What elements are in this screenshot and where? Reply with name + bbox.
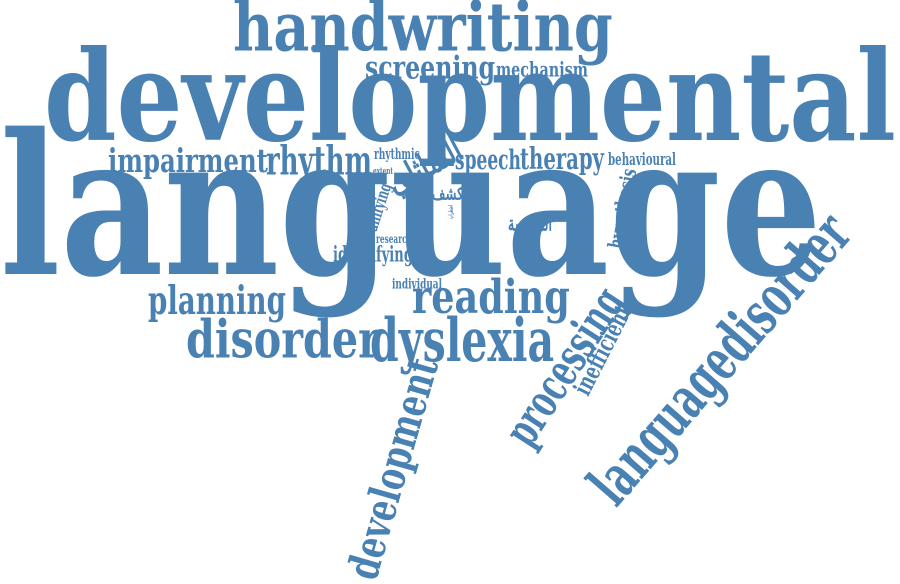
- word-arabic-detection: الكشف: [432, 184, 472, 206]
- word-research: research: [376, 231, 412, 247]
- word-handwriting: handwriting: [233, 0, 613, 68]
- word-reading: reading: [412, 269, 570, 325]
- word-extent: extent: [373, 167, 393, 178]
- word-planning: planning: [148, 276, 286, 324]
- word-language: language: [0, 90, 822, 321]
- word-identifying: identifying: [333, 244, 413, 268]
- word-developmental: developmental: [44, 24, 896, 171]
- word-development: development: [337, 352, 449, 584]
- word-dyslexia: dyslexia: [370, 304, 555, 376]
- word-impairment: impairment: [108, 140, 268, 180]
- word-rhythmic: rhythmic: [374, 146, 420, 164]
- word-screening: screening: [365, 48, 496, 87]
- word-arabic-school: المدرسة: [508, 211, 553, 236]
- word-rhythm: rhythm: [266, 138, 373, 186]
- word-therapy: therapy: [520, 142, 604, 177]
- word-speech: speech: [455, 145, 521, 178]
- word-arabic-disorder: اضطراب: [446, 205, 455, 219]
- word-mechanism: mechanism: [496, 59, 588, 83]
- word-individual: individual: [392, 277, 442, 294]
- word-disorder: disorder: [186, 307, 380, 371]
- word-behavioural: behavioural: [608, 150, 676, 170]
